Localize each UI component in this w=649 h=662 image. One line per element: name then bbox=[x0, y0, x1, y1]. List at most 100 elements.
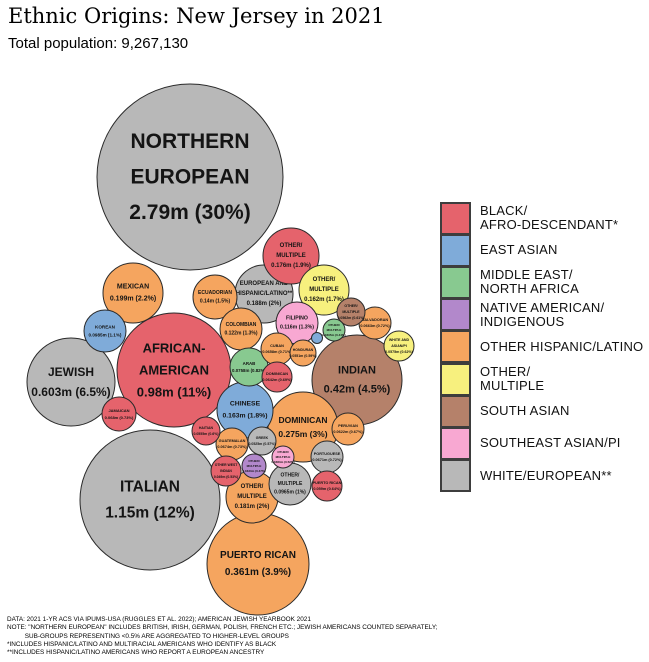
legend-label: BLACK/AFRO-DESCENDANT* bbox=[480, 203, 619, 233]
legend-item-2: MIDDLE EAST/NORTH AFRICA bbox=[440, 265, 645, 299]
footnotes: DATA: 2021 1-YR ACS VIA IPUMS-USA (RUGGL… bbox=[7, 616, 437, 657]
bubble-dominican-black: DOMINICAN 0.0642m (0.69%) bbox=[261, 361, 293, 393]
bubble-label-line: 0.116m (1.3%) bbox=[280, 324, 314, 330]
bubble-label-line: 0.0622m (0.67%) bbox=[333, 430, 363, 434]
bubble-african-american: AFRICAN- AMERICAN 0.98m (11%) bbox=[116, 312, 232, 428]
legend-item-5: OTHER/MULTIPLE bbox=[440, 362, 645, 396]
bubble-label-line: 0.361m (3.9%) bbox=[225, 567, 291, 578]
bubble-label-line: 0.0575m (0.62%) bbox=[385, 350, 414, 354]
legend-swatch bbox=[440, 362, 471, 396]
bubble-label-line: MULTIPLE bbox=[309, 287, 339, 293]
bubble-label-line: JAMAICAN bbox=[108, 408, 129, 413]
bubble-label-line: OTHER/ bbox=[280, 243, 303, 249]
bubble-label-line: 0.0551m (0.59%) bbox=[289, 354, 316, 358]
bubble-label-line: WHITE AND bbox=[389, 338, 410, 342]
bubble-label-line: 0.176m (1.9%) bbox=[271, 263, 311, 269]
bubble-label-line: NORTHERN bbox=[131, 130, 250, 153]
legend-label: WHITE/EUROPEAN** bbox=[480, 467, 612, 483]
bubble-label-line: 0.14m (1.5%) bbox=[200, 298, 231, 304]
bubble-jamaican: JAMAICAN 0.068m (0.73%) bbox=[101, 396, 137, 432]
bubble-label-line: 0.0985m (1.1%) bbox=[89, 332, 122, 337]
bubble-circle bbox=[383, 330, 415, 362]
bubble-circle bbox=[331, 412, 365, 446]
legend-swatch bbox=[440, 394, 471, 428]
bubble-label-line: MULTIPLE bbox=[278, 481, 303, 487]
bubble-colombian: COLOMBIAN 0.122m (1.3%) bbox=[219, 307, 263, 351]
legend-swatch bbox=[440, 298, 471, 332]
bubble-label-line: 0.0663m (0.72%) bbox=[360, 324, 390, 328]
legend-item-1: EAST ASIAN bbox=[440, 233, 645, 267]
bubble-circle bbox=[241, 453, 267, 479]
bubble-label-line: MULTIPLE bbox=[276, 253, 306, 259]
bubble-other-multiple-black: OTHER/MULTIPLE 0.176m (1.9%) bbox=[262, 227, 320, 285]
bubble-label-line: JEWISH bbox=[48, 365, 94, 379]
footnote-line: **INCLUDES HISPANIC/LATINO AMERICANS WHO… bbox=[7, 649, 265, 657]
bubble-label-line: 0.068m (0.73%) bbox=[105, 415, 134, 420]
bubble-label-line: 0.188m (2%) bbox=[247, 301, 282, 307]
bubble-circle bbox=[191, 416, 221, 446]
bubble-label-line: 1.15m (12%) bbox=[105, 505, 195, 522]
bubble-label-line: 0.0405m (0.44%) bbox=[322, 333, 345, 337]
bubble-label-line: CHINESE bbox=[230, 401, 261, 408]
bubble-puerto-rican-black: PUERTO RICAN 0.059m (0.64%) bbox=[311, 470, 343, 502]
bubble-label-line: 0.181m (2%) bbox=[235, 504, 270, 510]
bubble-other-multiple-white: OTHER/MULTIPLE 0.0965m (1%) bbox=[268, 462, 312, 506]
bubble-label-line: 0.122m (1.3%) bbox=[224, 330, 257, 336]
bubble-label-line: EUROPEAN bbox=[130, 166, 249, 189]
page-title: Ethnic Origins: New Jersey in 2021 bbox=[8, 4, 385, 28]
bubble-circle bbox=[260, 332, 294, 366]
bubble-label-line: MULTIPLE bbox=[327, 328, 342, 332]
legend-label: EAST ASIAN bbox=[480, 242, 558, 258]
chart-header: Ethnic Origins: New Jersey in 2021 Total… bbox=[8, 4, 385, 52]
bubble-label-line: AMERICAN bbox=[139, 363, 209, 378]
bubble-portuguese: PORTUGUESE 0.0671m (0.72%) bbox=[310, 440, 344, 474]
bubble-label-line: OTHER/ bbox=[344, 304, 357, 308]
bubble-circle bbox=[336, 297, 366, 327]
bubble-label-line: INDIAN bbox=[338, 365, 376, 377]
bubble-label-line: 0.0758m (0.82%) bbox=[232, 368, 266, 373]
bubble-label-line: 0.049m (0.53%) bbox=[214, 475, 238, 479]
bubble-label-line: AFRICAN- bbox=[143, 340, 206, 355]
bubble-label-line: OTHER/ bbox=[241, 484, 264, 490]
bubble-label-line: DOMINICAN bbox=[266, 372, 288, 376]
bubble-circle bbox=[219, 307, 263, 351]
bubble-label-line: ASIAN/PI bbox=[391, 344, 407, 348]
bubble-label-line: OTHER/ bbox=[277, 450, 289, 454]
footnote-line: SUB-GROUPS REPRESENTING <0.5% ARE AGGREG… bbox=[7, 632, 289, 640]
bubble-label-line: PUERTO RICAN bbox=[220, 550, 296, 561]
bubble-label-line: MULTIPLE bbox=[342, 310, 360, 314]
bubble-circle bbox=[79, 429, 221, 571]
bubble-label-line: 0.0965m (1%) bbox=[274, 490, 306, 496]
bubble-label-line: HISPANIC/LATINO** bbox=[236, 291, 293, 297]
legend-swatch bbox=[440, 459, 471, 493]
legend-item-8: WHITE/EUROPEAN** bbox=[440, 459, 645, 493]
bubble-label-line: 0.603m (6.5%) bbox=[31, 385, 110, 399]
bubble-circle bbox=[102, 262, 164, 324]
bubble-circle bbox=[322, 318, 346, 342]
bubble-northern-european: NORTHERN EUROPEAN 2.79m (30%) bbox=[96, 83, 284, 271]
bubble-circle bbox=[271, 445, 295, 469]
legend-item-4: OTHER HISPANIC/LATINO bbox=[440, 330, 645, 364]
bubble-label-line: 0.275m (3%) bbox=[278, 429, 327, 439]
bubble-label-line: 0.0658m (0.71%) bbox=[262, 350, 292, 354]
bubble-label-line: 0.059m (0.64%) bbox=[313, 487, 341, 491]
bubble-circle bbox=[261, 361, 293, 393]
bubble-label-line: ITALIAN bbox=[120, 478, 180, 495]
bubble-label-line: MEXICAN bbox=[117, 284, 149, 291]
legend-label: NATIVE AMERICAN/INDIGENOUS bbox=[480, 299, 605, 329]
legend-label: OTHER HISPANIC/LATINO bbox=[480, 338, 644, 354]
bubble-haitian: HAITIAN 0.0555m (0.6%) bbox=[191, 416, 221, 446]
bubble-circle bbox=[262, 227, 320, 285]
footnote-line: *INCLUDES HISPANIC/LATINO AND MULTIRACIA… bbox=[7, 640, 277, 648]
bubble-label-line: SALVADORAN bbox=[362, 318, 388, 322]
bubble-circle bbox=[311, 470, 343, 502]
bubble-label-line: 0.0674m (0.73%) bbox=[217, 445, 247, 449]
bubble-label-line: 0.42m (4.5%) bbox=[324, 383, 391, 395]
bubble-label-line: ARAB bbox=[243, 361, 256, 366]
legend-label: OTHER/MULTIPLE bbox=[480, 364, 545, 394]
bubble-label-line: PERUVIAN bbox=[338, 424, 358, 428]
bubble-label-line: OTHER/ bbox=[328, 323, 340, 327]
legend-swatch bbox=[440, 265, 471, 299]
bubble-label-line: INDIAN bbox=[220, 469, 232, 473]
